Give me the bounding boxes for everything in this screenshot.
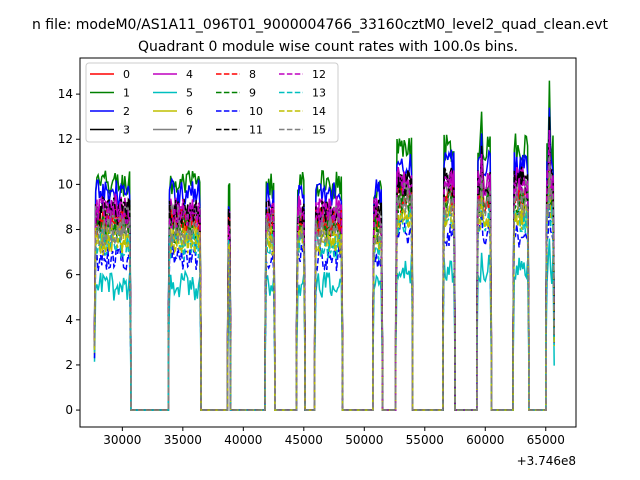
x-tick-label: 30000 bbox=[103, 433, 141, 447]
x-tick-label: 40000 bbox=[224, 433, 262, 447]
y-tick-label: 14 bbox=[58, 87, 73, 101]
legend-label-10: 10 bbox=[249, 105, 263, 118]
figure-suptitle: n file: modeM0/AS1A11_096T01_9000004766_… bbox=[32, 17, 609, 33]
y-tick-label: 4 bbox=[65, 313, 73, 327]
legend-label-4: 4 bbox=[186, 68, 193, 81]
series-line-2 bbox=[93, 107, 555, 411]
x-tick-label: 45000 bbox=[285, 433, 323, 447]
legend-label-2: 2 bbox=[123, 105, 130, 118]
y-tick-label: 8 bbox=[65, 223, 73, 237]
legend-label-11: 11 bbox=[249, 124, 263, 137]
legend-label-7: 7 bbox=[186, 124, 193, 137]
legend-label-14: 14 bbox=[312, 105, 326, 118]
legend-label-1: 1 bbox=[123, 87, 130, 100]
legend-label-6: 6 bbox=[186, 105, 193, 118]
x-offset-label: +3.746e8 bbox=[517, 454, 576, 468]
legend-label-12: 12 bbox=[312, 68, 326, 81]
x-tick-label: 50000 bbox=[345, 433, 383, 447]
x-tick-label: 55000 bbox=[406, 433, 444, 447]
y-tick-label: 2 bbox=[65, 358, 73, 372]
legend-label-9: 9 bbox=[249, 87, 256, 100]
y-tick-label: 12 bbox=[58, 132, 73, 146]
y-axis: 0 2 4 6 8 10 12 14 bbox=[58, 87, 80, 417]
chart-title: Quadrant 0 module wise count rates with … bbox=[138, 39, 518, 55]
legend-label-5: 5 bbox=[186, 87, 193, 100]
axes-frame bbox=[79, 57, 577, 428]
legend-label-3: 3 bbox=[123, 124, 130, 137]
y-tick-label: 10 bbox=[58, 177, 73, 191]
x-axis: 30000 35000 40000 45000 50000 55000 60000 65000 bbox=[103, 427, 565, 447]
series-layer bbox=[93, 80, 555, 411]
y-tick-label: 0 bbox=[65, 403, 73, 417]
y-tick-label: 6 bbox=[65, 268, 73, 282]
legend-frame bbox=[85, 62, 339, 143]
x-tick-label: 65000 bbox=[527, 433, 565, 447]
x-tick-label: 60000 bbox=[466, 433, 504, 447]
legend-label-13: 13 bbox=[312, 87, 326, 100]
series-line-10 bbox=[93, 191, 555, 411]
series-line-15 bbox=[93, 154, 555, 411]
series-line-12 bbox=[93, 130, 555, 411]
legend-label-8: 8 bbox=[249, 68, 256, 81]
legend-label-15: 15 bbox=[312, 124, 326, 137]
x-tick-label: 35000 bbox=[164, 433, 202, 447]
legend-label-0: 0 bbox=[123, 68, 130, 81]
